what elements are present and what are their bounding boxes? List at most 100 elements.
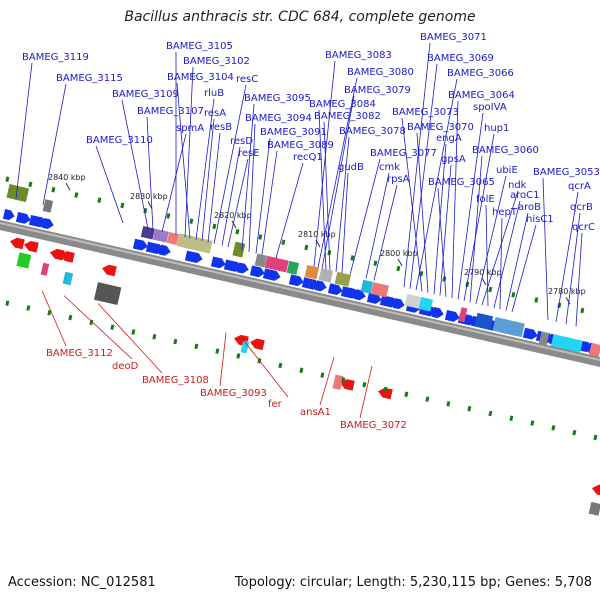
forward-callout-line xyxy=(176,82,191,239)
forward-gene-arrow xyxy=(392,298,405,310)
tick-dash-upper xyxy=(534,297,539,303)
forward-gene-label: gudB xyxy=(338,162,364,173)
forward-callout-line xyxy=(207,132,221,243)
forward-callout-line xyxy=(213,84,247,244)
forward-callout-line xyxy=(195,98,215,240)
forward-gene-label: BAMEG_3060 xyxy=(472,145,539,156)
tick-dash-upper xyxy=(51,186,56,193)
forward-gene-arrow xyxy=(431,306,444,319)
forward-callout-line xyxy=(341,172,349,274)
forward-gene-label: recQ1 xyxy=(293,152,323,163)
forward-callout-line xyxy=(248,123,256,252)
forward-gene-label: BAMEG_3119 xyxy=(22,52,89,63)
reverse-gene-arrow xyxy=(50,248,65,261)
reverse-gene-arrow xyxy=(592,484,600,497)
forward-gene-label: hepT xyxy=(492,207,518,218)
forward-gene-label: hup1 xyxy=(484,123,509,134)
tick-dash-upper xyxy=(5,176,10,182)
tick-dash-upper xyxy=(281,239,286,245)
forward-callout-line xyxy=(469,155,483,303)
position-tick-label: 2780 kbp xyxy=(548,287,586,296)
annotation-block xyxy=(588,501,600,516)
annotation-block xyxy=(166,231,179,245)
forward-gene-arrow xyxy=(262,268,281,281)
forward-gene-label: spoIVA xyxy=(473,102,507,113)
annotation-block xyxy=(318,268,334,283)
tick-dash-upper xyxy=(396,265,401,272)
forward-callout-line xyxy=(318,109,327,270)
forward-callout-line xyxy=(321,95,355,269)
tick-dash-lower xyxy=(236,353,241,359)
forward-gene-arrow xyxy=(41,217,54,230)
annotation-block xyxy=(286,260,300,275)
annotation-block xyxy=(152,228,169,243)
forward-gene-label: qcrA xyxy=(568,181,591,192)
forward-gene-label: BAMEG_3069 xyxy=(427,53,494,64)
tick-dash-lower xyxy=(89,319,94,326)
tick-dash-upper xyxy=(488,286,493,293)
backbone-band xyxy=(0,220,600,367)
tick-dash-lower xyxy=(572,429,577,436)
annotation-block xyxy=(588,342,600,359)
forward-callout-line xyxy=(146,116,154,230)
tick-dash-lower xyxy=(446,401,451,407)
position-tick-label: 2820 kbp xyxy=(214,211,252,220)
tick-dash-lower xyxy=(509,415,514,422)
forward-callout-line xyxy=(485,204,489,307)
tick-dash-upper xyxy=(74,192,79,198)
forward-callout-line xyxy=(349,158,381,276)
forward-gene-label: gpsA xyxy=(441,154,466,165)
forward-gene-label: ubiE xyxy=(496,165,518,176)
forward-gene-arrow xyxy=(184,250,203,264)
reverse-callout-line xyxy=(239,335,289,398)
annotation-block xyxy=(16,252,32,269)
forward-callout-line xyxy=(451,100,459,299)
forward-callout-line xyxy=(221,146,241,246)
position-tick-label: 2790 kbp xyxy=(464,268,502,277)
annotation-block xyxy=(176,233,213,254)
tick-dash-upper xyxy=(511,291,516,298)
forward-callout-line xyxy=(475,175,507,304)
forward-gene-arrow xyxy=(249,265,265,278)
tick-dash-upper xyxy=(373,260,378,266)
annotation-block xyxy=(6,184,30,203)
forward-gene-arrow xyxy=(327,283,343,295)
forward-callout-line xyxy=(415,78,458,291)
tick-dash-lower xyxy=(488,410,493,417)
forward-callout-line xyxy=(575,232,583,327)
tick-dash-lower xyxy=(194,343,199,350)
position-tick-mark xyxy=(147,201,153,210)
tick-dash-upper xyxy=(258,234,263,240)
forward-gene-arrow xyxy=(340,286,359,299)
reverse-gene-arrow xyxy=(24,240,39,253)
forward-gene-label: BAMEG_3070 xyxy=(407,122,474,133)
forward-gene-label: resD xyxy=(230,136,253,147)
position-tick-mark xyxy=(481,277,487,286)
tick-dash-lower xyxy=(5,300,10,306)
forward-gene-label: qcrC xyxy=(572,222,595,233)
forward-callout-line xyxy=(493,200,521,308)
forward-callout-line xyxy=(499,217,503,310)
forward-callout-line xyxy=(373,184,398,281)
reverse-callout-line xyxy=(41,290,67,347)
forward-gene-label: BAMEG_3091 xyxy=(260,127,327,138)
reverse-gene-label: ansA1 xyxy=(300,407,331,418)
forward-gene-label: BAMEG_3107 xyxy=(137,106,204,117)
annotation-block xyxy=(62,271,74,286)
reverse-callout-line xyxy=(319,357,335,406)
forward-gene-label: BAMEG_3083 xyxy=(325,50,392,61)
topology-text: Topology: circular; Length: 5,230,115 bp… xyxy=(234,575,592,590)
forward-gene-label: qcrB xyxy=(570,202,593,213)
position-tick-mark xyxy=(565,296,571,305)
forward-gene-label: BAMEG_3080 xyxy=(347,67,414,78)
forward-callout-line xyxy=(121,99,149,229)
position-tick-label: 2840 kbp xyxy=(48,173,86,182)
tick-dash-lower xyxy=(110,324,115,330)
reverse-gene-label: BAMEG_3093 xyxy=(200,388,267,399)
reverse-gene-arrow xyxy=(60,251,75,263)
forward-gene-label: aroB xyxy=(518,202,541,213)
reverse-gene-arrow xyxy=(250,338,265,351)
tick-dash-upper xyxy=(304,244,309,251)
